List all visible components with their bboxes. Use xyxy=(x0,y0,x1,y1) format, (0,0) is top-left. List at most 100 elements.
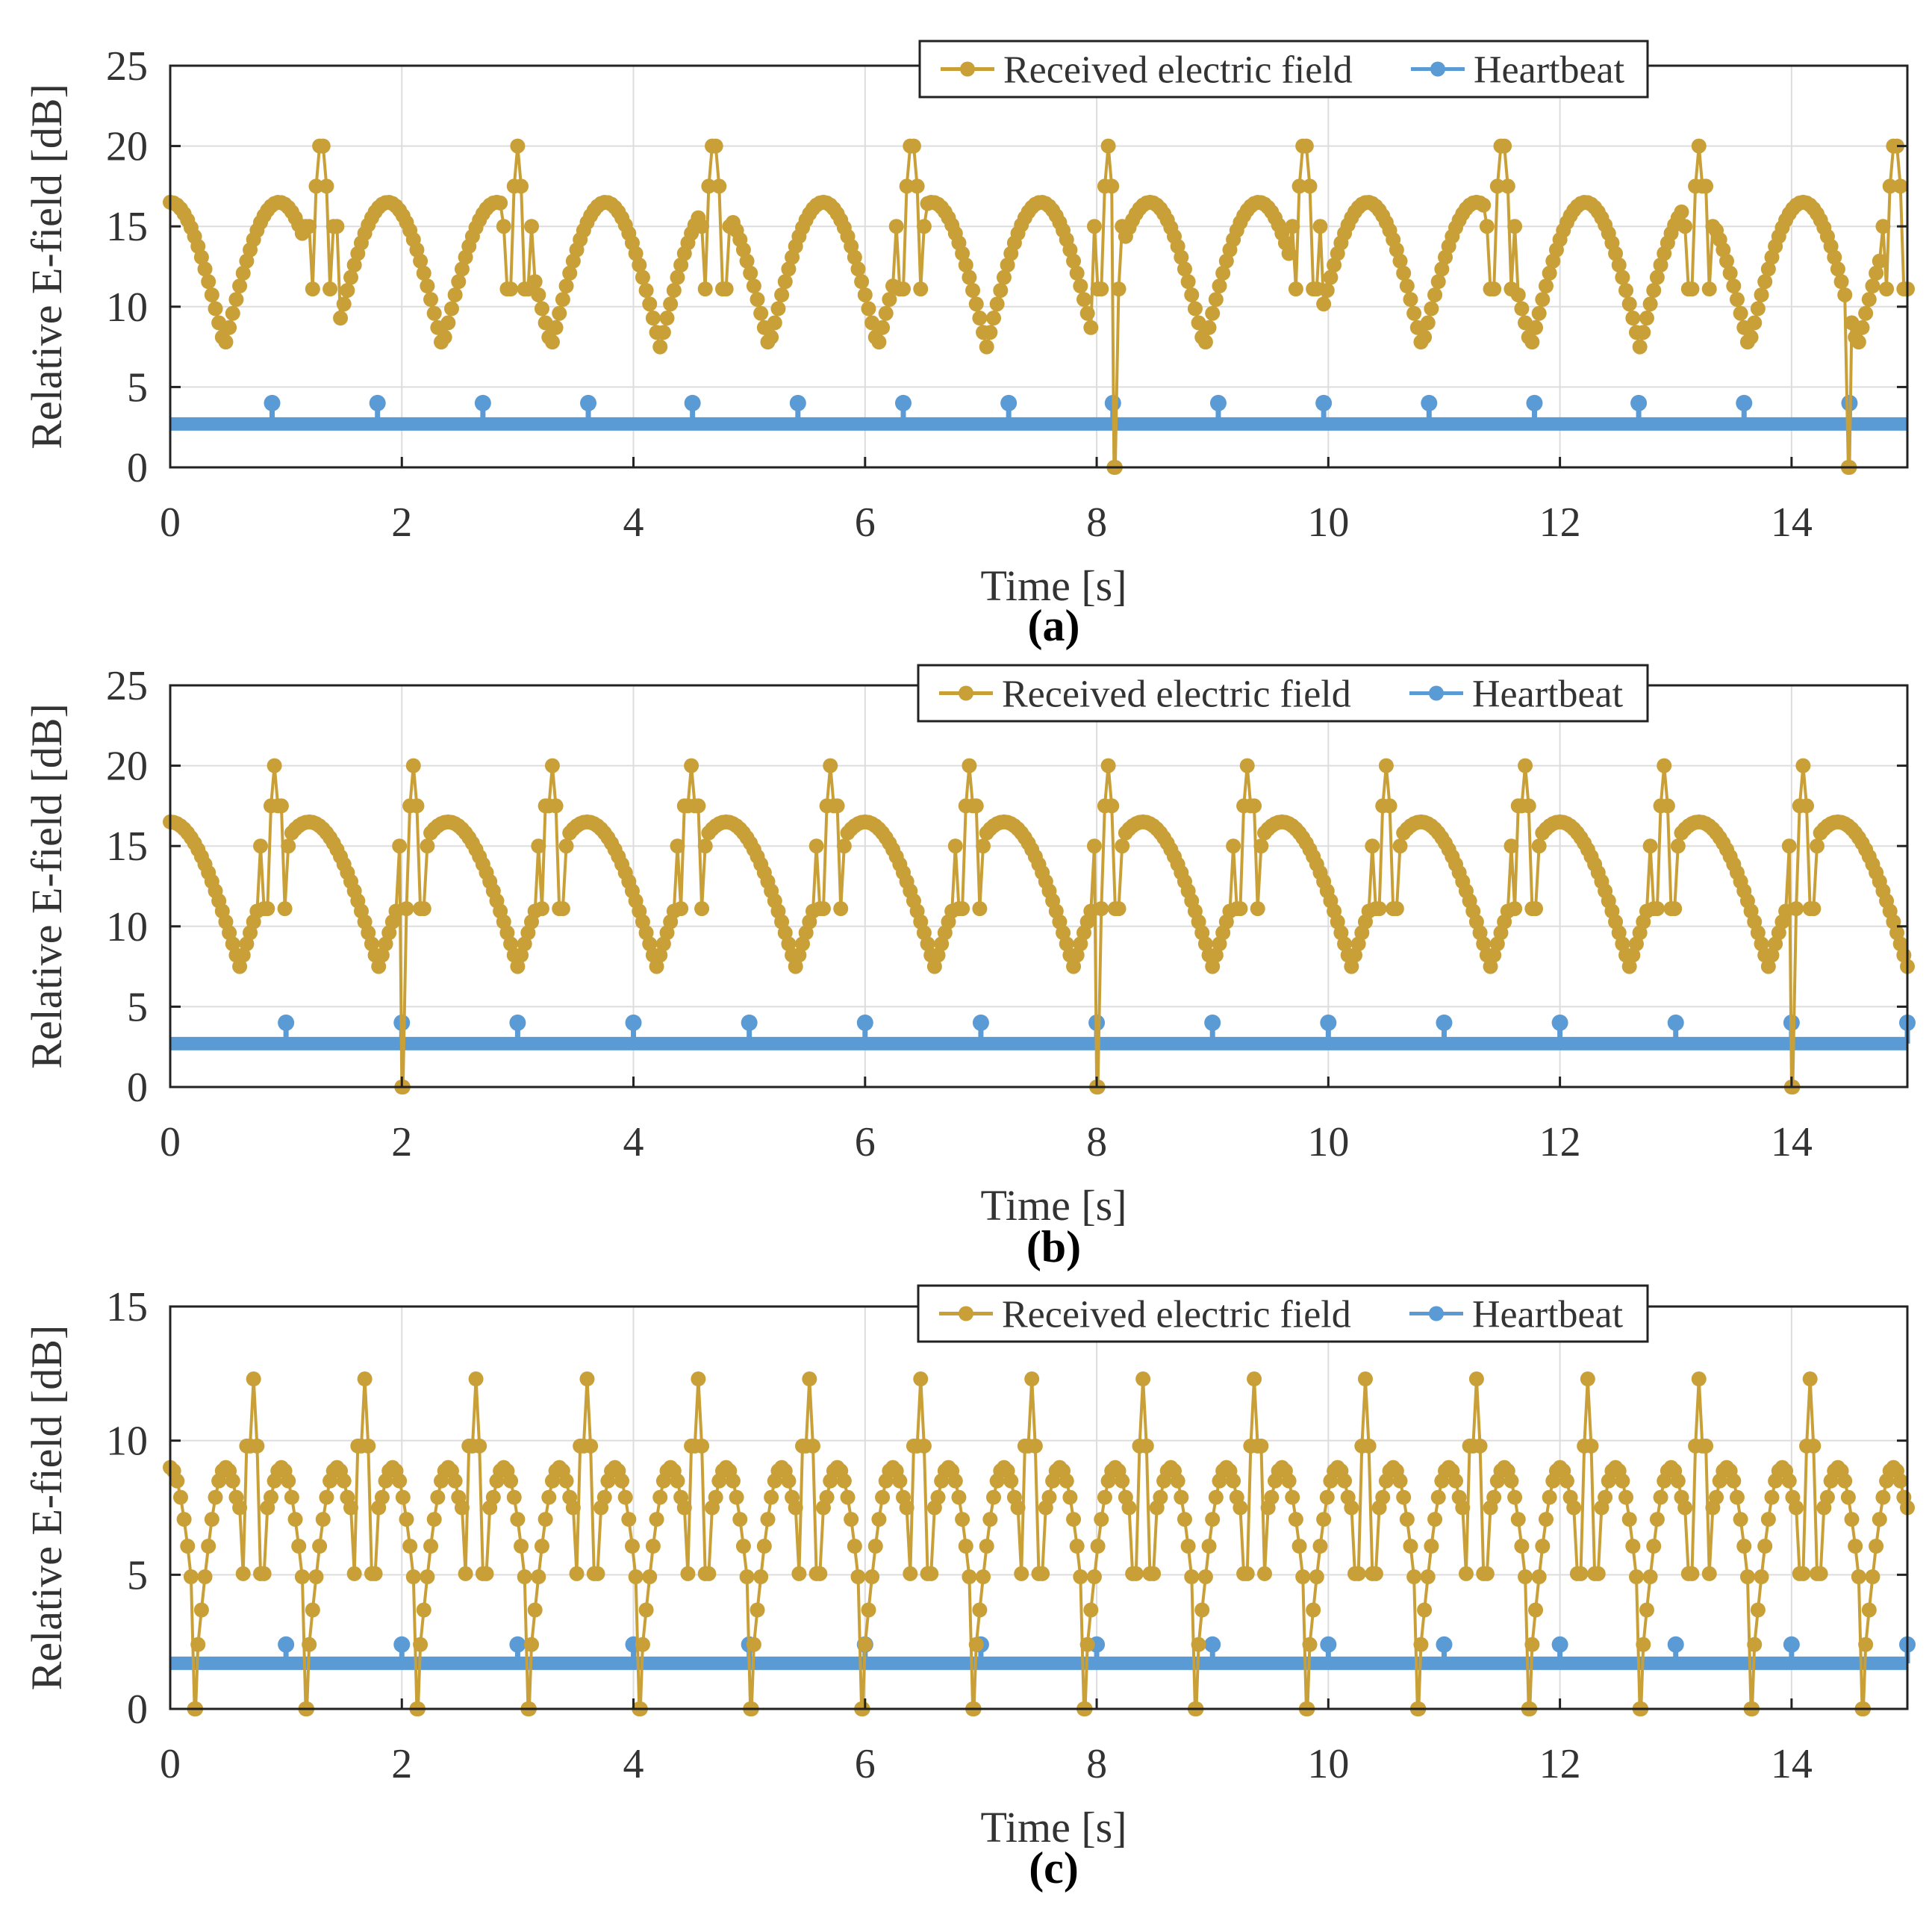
field-point xyxy=(1146,1566,1162,1581)
field-point xyxy=(1757,1539,1773,1554)
field-point xyxy=(1239,1566,1255,1581)
field-point xyxy=(1608,246,1624,261)
field-point xyxy=(691,1371,706,1387)
field-point xyxy=(1180,1539,1196,1554)
field-point xyxy=(1760,959,1776,974)
field-point xyxy=(805,1438,820,1454)
field-point xyxy=(676,1500,692,1516)
y-tick-label: 10 xyxy=(106,904,148,950)
field-point xyxy=(1420,315,1436,331)
field-point xyxy=(1079,1636,1095,1652)
legend: Received electric field Heartbeat xyxy=(918,40,1649,99)
x-tick-label: 2 xyxy=(391,1741,412,1787)
field-point xyxy=(1403,1539,1418,1554)
field-point xyxy=(454,1500,470,1516)
legend-box xyxy=(917,664,1649,723)
field-point xyxy=(534,901,549,917)
field-point xyxy=(1062,1489,1078,1505)
field-point xyxy=(1059,1473,1074,1489)
field-point xyxy=(232,959,248,974)
field-point xyxy=(1514,301,1530,317)
field-point xyxy=(1858,305,1874,321)
x-tick-label: 4 xyxy=(623,1741,644,1787)
field-point xyxy=(1691,138,1707,154)
field-point xyxy=(718,281,734,297)
field-point xyxy=(1642,838,1658,854)
field-point xyxy=(305,1602,320,1618)
field-point xyxy=(1208,947,1224,963)
field-point xyxy=(1819,1489,1835,1505)
field-point xyxy=(1486,1489,1502,1505)
field-point xyxy=(1528,1602,1544,1618)
field-point xyxy=(985,1489,1001,1505)
field-point xyxy=(1417,1602,1433,1618)
field-point xyxy=(287,1512,303,1527)
field-point xyxy=(1066,1512,1082,1527)
heartbeat-point xyxy=(741,1014,758,1031)
field-point xyxy=(1288,281,1303,297)
field-point xyxy=(1642,296,1658,312)
field-point xyxy=(923,1566,939,1581)
field-point xyxy=(739,253,755,269)
legend-heartbeat-label: Heartbeat xyxy=(1472,673,1624,716)
field-point xyxy=(1799,798,1815,814)
heartbeat-point xyxy=(625,1014,642,1031)
field-point xyxy=(1233,901,1248,917)
field-point xyxy=(548,320,564,335)
field-point xyxy=(329,219,345,234)
x-tick-label: 6 xyxy=(855,1741,876,1787)
field-point xyxy=(1813,1566,1828,1581)
x-axis-title: Time [s] xyxy=(980,561,1127,610)
field-point xyxy=(781,936,797,952)
field-point xyxy=(614,1473,630,1489)
field-point xyxy=(1059,936,1074,952)
field-point xyxy=(312,1539,328,1554)
field-point xyxy=(374,1489,390,1505)
field-point xyxy=(1086,1569,1102,1585)
field-point xyxy=(180,1539,196,1554)
field-point xyxy=(1747,1636,1763,1652)
field-point xyxy=(1618,1489,1634,1505)
field-point xyxy=(1802,1371,1818,1387)
field-point xyxy=(479,1566,494,1581)
heartbeat-point xyxy=(474,394,491,411)
field-point xyxy=(1406,1569,1422,1585)
field-point xyxy=(819,1489,835,1505)
heartbeat-point xyxy=(278,1014,295,1031)
field-point xyxy=(1628,1569,1644,1585)
field-point xyxy=(1003,1473,1019,1489)
field-point xyxy=(1430,274,1446,290)
y-tick-label: 15 xyxy=(106,1284,148,1330)
field-point xyxy=(1302,1636,1318,1652)
field-point xyxy=(767,315,782,331)
field-point xyxy=(1528,901,1544,917)
field-point xyxy=(1733,1512,1748,1527)
field-point xyxy=(534,301,549,317)
field-point xyxy=(1104,798,1120,814)
heartbeat-point xyxy=(278,1636,295,1653)
field-point xyxy=(770,301,786,317)
field-point xyxy=(1024,1371,1040,1387)
legend-heartbeat-marker xyxy=(1429,1306,1444,1321)
field-point xyxy=(1197,936,1213,952)
field-point xyxy=(510,1512,526,1527)
heartbeat-point xyxy=(1736,394,1753,411)
field-point xyxy=(437,329,452,345)
field-point xyxy=(1674,204,1689,219)
field-point xyxy=(1250,901,1265,917)
field-point xyxy=(1389,242,1404,258)
y-axis-title: Relative E-field [dB] xyxy=(22,1325,71,1691)
field-point xyxy=(968,1636,984,1652)
field-point xyxy=(1427,287,1443,302)
field-point xyxy=(701,1566,717,1581)
field-point xyxy=(340,282,355,298)
field-point xyxy=(743,265,758,281)
field-point xyxy=(1368,1566,1383,1581)
field-point xyxy=(172,1489,188,1505)
field-point xyxy=(228,292,244,308)
field-point xyxy=(1253,838,1269,854)
heartbeat-point xyxy=(509,1636,526,1653)
x-tick-label: 2 xyxy=(391,499,412,546)
field-point xyxy=(788,959,803,974)
field-point xyxy=(774,287,790,302)
